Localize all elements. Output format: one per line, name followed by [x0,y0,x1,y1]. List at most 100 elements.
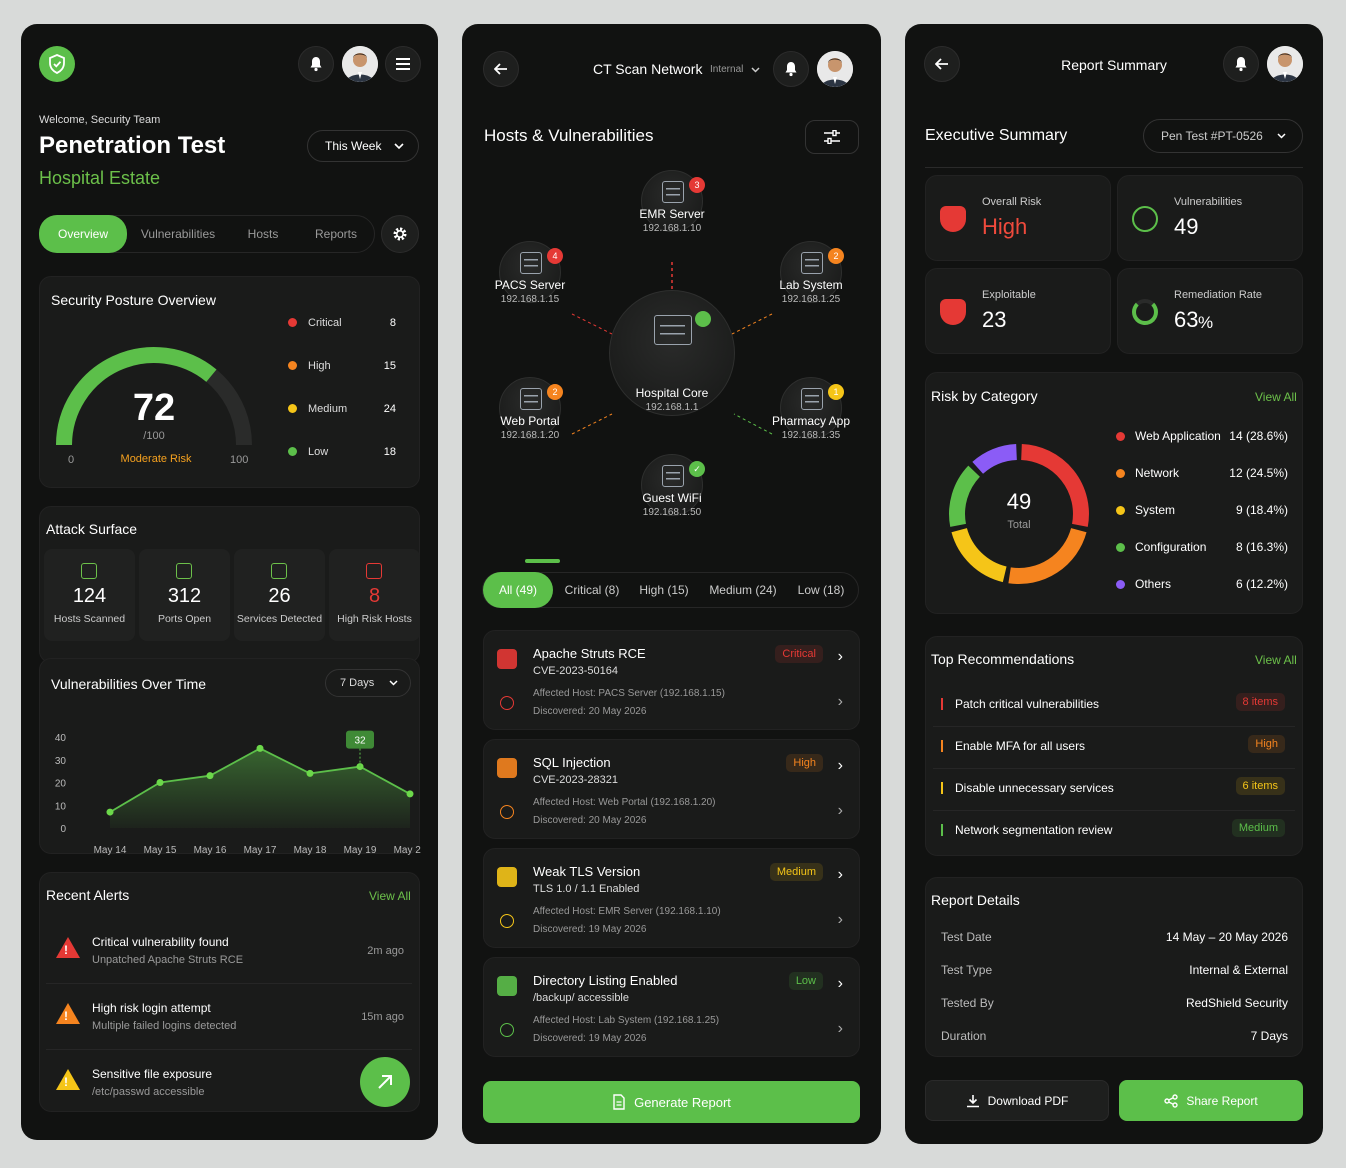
chevron-right-icon[interactable]: › [837,975,843,992]
divider [46,983,412,984]
filter-all[interactable]: All (49) [483,572,553,608]
vulnerability-card[interactable]: Directory Listing Enabled/backup/ access… [483,957,860,1057]
severity-label: Medium [308,403,348,415]
donut-slice[interactable] [972,444,1018,474]
chevron-down-icon[interactable] [751,67,760,73]
range-dropdown[interactable]: This Week [307,130,419,162]
generate-report-button[interactable]: Generate Report [483,1081,860,1123]
pentest-dropdown[interactable]: Pen Test #PT-0526 [1143,119,1303,153]
filter-critical[interactable]: Critical (8) [564,583,620,597]
severity-label: High [308,360,331,372]
vulnerability-card[interactable]: Apache Struts RCE CVE-2023-50164 Affected … [483,630,860,730]
node-ip: 192.168.1.50 [642,507,702,518]
node-ip: 192.168.1.1 [645,402,699,413]
network-node[interactable]: ✓ [641,454,705,516]
area-fill [110,748,410,828]
recommendation-item[interactable]: Enable MFA for all users High [933,729,1295,769]
share-report-label: Share Report [1186,1093,1258,1108]
chart-title: Vulnerabilities Over Time [51,676,207,692]
node-ip: 192.168.1.20 [500,430,560,441]
warning-triangle-icon [56,1069,80,1090]
network-node[interactable]: 3 [641,170,705,232]
hospital-building-icon [654,315,692,345]
tab-overview[interactable]: Overview [39,215,127,253]
donut-slice[interactable] [1008,527,1087,584]
avatar[interactable] [1267,46,1303,82]
network-name[interactable]: CT Scan Network [593,61,703,77]
vulnerability-card[interactable]: SQL Injection CVE-2023-28321 Affected Host… [483,739,860,839]
data-point[interactable] [256,744,264,752]
data-point[interactable] [406,790,414,798]
warning-mark: ! [64,1009,68,1023]
category-dot [1116,506,1125,515]
stat-unit: % [1198,313,1214,332]
notification-bell-icon[interactable] [1223,46,1259,82]
chevron-right-icon[interactable]: › [837,757,843,774]
network-node[interactable]: 1 [780,377,844,439]
network-node[interactable]: 2 [780,241,844,303]
chevron-right-icon[interactable]: › [837,648,843,665]
rbc-view-all-link[interactable]: View All [1255,390,1297,404]
category-value: 6 (12.2%) [1235,577,1288,591]
download-pdf-button[interactable]: Download PDF [925,1080,1109,1121]
data-point[interactable] [206,772,214,780]
x-tick-label: May 18 [294,845,327,855]
tab-vulnerabilities[interactable]: Vulnerabilities [140,227,216,241]
tab-hosts[interactable]: Hosts [247,227,279,241]
server-icon [81,563,97,579]
data-point[interactable] [356,763,364,771]
recommendation-item[interactable]: Network segmentation review Medium [933,813,1295,847]
alert-item[interactable]: ! Critical vulnerability found Unpatched A… [40,925,421,981]
alerts-view-all-link[interactable]: View All [369,889,411,903]
report-details-card: Report Details Test Date 14 May – 20 May … [925,877,1303,1057]
score-gauge [56,347,252,446]
network-node[interactable]: 4 [499,241,563,303]
recommendation-label: Disable unnecessary services [955,781,1114,795]
chevron-right-icon[interactable]: › [837,802,843,819]
alert-item[interactable]: ! Sensitive file exposure/etc/passwd acce… [40,1057,421,1113]
category-dot [1116,580,1125,589]
vulnerability-card[interactable]: Weak TLS Version TLS 1.0 / 1.1 Enabled Aff… [483,848,860,948]
share-report-button[interactable]: Share Report [1119,1080,1303,1121]
chevron-right-icon[interactable]: › [837,866,843,883]
severity-dot [288,447,297,456]
wifi-icon [662,465,684,487]
data-point[interactable] [156,779,164,786]
donut-slice[interactable] [1020,444,1089,527]
back-arrow-icon[interactable] [924,46,960,82]
notification-bell-icon[interactable] [298,46,334,82]
chevron-right-icon[interactable]: › [837,1020,843,1037]
chevron-right-icon[interactable]: › [837,693,843,710]
report-panel: Report Summary Executive Summary Pen Tes… [905,24,1323,1144]
filter-sliders-icon[interactable] [805,120,859,154]
chevron-right-icon[interactable]: › [837,911,843,928]
data-point[interactable] [306,769,314,777]
risk-by-category-card: Risk by Category View All 49 Total Web A… [925,372,1303,614]
recs-view-all-link[interactable]: View All [1255,653,1297,667]
filter-low[interactable]: Low (18) [797,583,845,597]
network-node[interactable] [609,290,735,416]
notification-bell-icon[interactable] [773,51,809,87]
network-node[interactable]: 2 [499,377,563,439]
gear-icon[interactable] [381,215,419,253]
filter-high[interactable]: High (15) [639,583,689,597]
avatar[interactable] [342,46,378,82]
tab-reports[interactable]: Reports [314,227,358,241]
recent-alerts-card: Recent Alerts View All ! Critical vulnera… [39,872,420,1112]
alert-item[interactable]: ! High risk login attempt Multiple failed … [40,991,421,1047]
chart-range-dropdown[interactable]: 7 Days [325,669,411,697]
recommendation-item[interactable]: Patch critical vulnerabilities 8 items [933,687,1295,727]
avatar[interactable] [817,51,853,87]
expand-arrow-button[interactable] [360,1057,410,1107]
filter-medium[interactable]: Medium (24) [709,583,777,597]
recommendation-item[interactable]: Disable unnecessary services 6 items [933,771,1295,811]
donut-slice[interactable] [951,527,1007,583]
donut-slice[interactable] [949,465,981,527]
back-arrow-icon[interactable] [483,51,519,87]
priority-marker [941,824,943,836]
data-point[interactable] [106,808,114,816]
vulnerability-title: SQL Injection [533,755,611,770]
menu-icon[interactable] [385,46,421,82]
alert-host-icon [366,563,382,579]
score-value: 72 [132,387,176,429]
